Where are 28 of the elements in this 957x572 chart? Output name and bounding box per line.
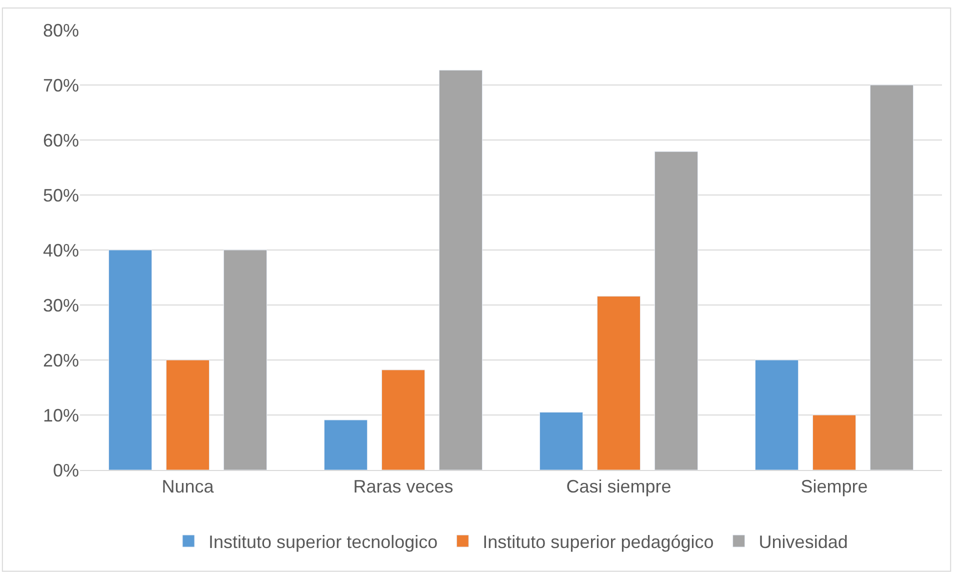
y-tick-label: 50% [42,185,79,206]
bar [438,70,483,470]
bar [223,250,268,470]
y-tick-label: 70% [42,75,79,96]
y-tick-label: 10% [42,405,79,426]
legend-label: Instituto superior tecnologico [208,532,438,552]
bar [596,296,641,470]
bar [654,151,698,470]
x-tick-label: Nunca [162,476,215,497]
y-tick-label: 0% [52,460,79,480]
x-tick-label: Casi siempre [566,476,672,497]
bar [166,360,210,470]
legend-label: Instituto superior pedagógico [482,532,714,552]
bar [381,370,426,470]
bar [108,250,152,470]
legend-label: Univesidad [758,532,848,552]
y-tick-label: 30% [42,295,79,316]
x-tick-label: Siempre [800,476,868,497]
y-tick-label: 80% [42,20,79,40]
bar [754,360,799,470]
x-tick-label: Raras veces [353,476,454,497]
bar [324,420,368,470]
y-tick-label: 60% [42,130,79,150]
bar [539,412,584,470]
y-tick-label: 40% [42,240,79,260]
y-tick-label: 20% [42,350,79,370]
bar [870,84,914,470]
bar [812,414,856,470]
